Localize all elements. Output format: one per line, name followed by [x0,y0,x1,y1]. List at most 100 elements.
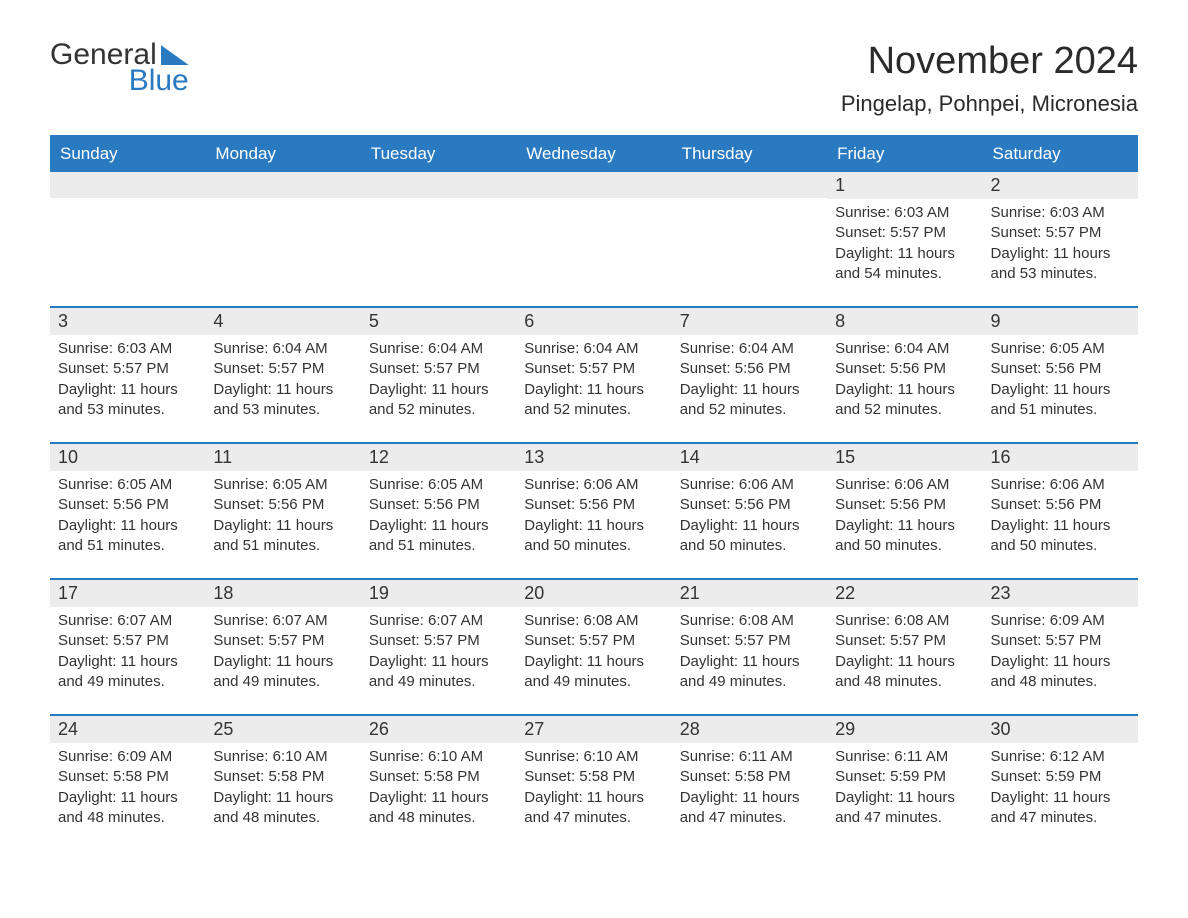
day-number [205,172,360,198]
calendar-body: 1Sunrise: 6:03 AMSunset: 5:57 PMDaylight… [50,172,1138,836]
calendar-week: 1Sunrise: 6:03 AMSunset: 5:57 PMDaylight… [50,172,1138,292]
sunrise-text: Sunrise: 6:05 AM [213,475,352,495]
header: General Blue November 2024 Pingelap, Poh… [50,40,1138,117]
day-details: Sunrise: 6:04 AMSunset: 5:56 PMDaylight:… [672,335,827,428]
sunset-text: Sunset: 5:56 PM [991,359,1130,379]
sunset-text: Sunset: 5:58 PM [58,767,197,787]
sunset-text: Sunset: 5:56 PM [58,495,197,515]
day-details: Sunrise: 6:05 AMSunset: 5:56 PMDaylight:… [205,471,360,564]
sunset-text: Sunset: 5:56 PM [680,359,819,379]
sunrise-text: Sunrise: 6:07 AM [369,611,508,631]
daylight-text: Daylight: 11 hours and 48 minutes. [835,652,974,693]
calendar-day: 23Sunrise: 6:09 AMSunset: 5:57 PMDayligh… [983,580,1138,700]
day-number: 27 [516,716,671,743]
sunrise-text: Sunrise: 6:03 AM [835,203,974,223]
logo: General Blue [50,40,189,96]
day-details: Sunrise: 6:11 AMSunset: 5:59 PMDaylight:… [827,743,982,836]
day-details: Sunrise: 6:05 AMSunset: 5:56 PMDaylight:… [361,471,516,564]
day-details: Sunrise: 6:08 AMSunset: 5:57 PMDaylight:… [516,607,671,700]
day-number: 28 [672,716,827,743]
calendar-week: 17Sunrise: 6:07 AMSunset: 5:57 PMDayligh… [50,578,1138,700]
day-details: Sunrise: 6:06 AMSunset: 5:56 PMDaylight:… [827,471,982,564]
day-details: Sunrise: 6:10 AMSunset: 5:58 PMDaylight:… [205,743,360,836]
calendar-day: 17Sunrise: 6:07 AMSunset: 5:57 PMDayligh… [50,580,205,700]
day-number [361,172,516,198]
sunset-text: Sunset: 5:58 PM [369,767,508,787]
calendar-day: 29Sunrise: 6:11 AMSunset: 5:59 PMDayligh… [827,716,982,836]
day-number: 6 [516,308,671,335]
daylight-text: Daylight: 11 hours and 53 minutes. [991,244,1130,285]
sunset-text: Sunset: 5:56 PM [213,495,352,515]
day-number: 2 [983,172,1138,199]
day-details: Sunrise: 6:11 AMSunset: 5:58 PMDaylight:… [672,743,827,836]
day-details: Sunrise: 6:10 AMSunset: 5:58 PMDaylight:… [516,743,671,836]
calendar-day: 18Sunrise: 6:07 AMSunset: 5:57 PMDayligh… [205,580,360,700]
day-number: 30 [983,716,1138,743]
sunset-text: Sunset: 5:56 PM [835,359,974,379]
weekday-header-row: SundayMondayTuesdayWednesdayThursdayFrid… [50,136,1138,172]
day-number: 25 [205,716,360,743]
day-number: 13 [516,444,671,471]
sunset-text: Sunset: 5:57 PM [369,359,508,379]
daylight-text: Daylight: 11 hours and 48 minutes. [369,788,508,829]
daylight-text: Daylight: 11 hours and 49 minutes. [524,652,663,693]
weekday-header: Tuesday [361,136,516,172]
daylight-text: Daylight: 11 hours and 47 minutes. [991,788,1130,829]
sunset-text: Sunset: 5:56 PM [991,495,1130,515]
sunset-text: Sunset: 5:57 PM [524,631,663,651]
day-details: Sunrise: 6:03 AMSunset: 5:57 PMDaylight:… [50,335,205,428]
calendar-day: 8Sunrise: 6:04 AMSunset: 5:56 PMDaylight… [827,308,982,428]
sunrise-text: Sunrise: 6:11 AM [835,747,974,767]
sunrise-text: Sunrise: 6:07 AM [213,611,352,631]
sunrise-text: Sunrise: 6:10 AM [369,747,508,767]
sunrise-text: Sunrise: 6:06 AM [680,475,819,495]
calendar-day: 12Sunrise: 6:05 AMSunset: 5:56 PMDayligh… [361,444,516,564]
day-details: Sunrise: 6:04 AMSunset: 5:57 PMDaylight:… [205,335,360,428]
day-details: Sunrise: 6:03 AMSunset: 5:57 PMDaylight:… [827,199,982,292]
sunset-text: Sunset: 5:56 PM [835,495,974,515]
calendar-week: 10Sunrise: 6:05 AMSunset: 5:56 PMDayligh… [50,442,1138,564]
day-details: Sunrise: 6:05 AMSunset: 5:56 PMDaylight:… [983,335,1138,428]
sunrise-text: Sunrise: 6:03 AM [58,339,197,359]
logo-triangle-icon [161,45,189,65]
sunset-text: Sunset: 5:57 PM [991,631,1130,651]
weekday-header: Wednesday [516,136,671,172]
daylight-text: Daylight: 11 hours and 48 minutes. [991,652,1130,693]
sunset-text: Sunset: 5:58 PM [524,767,663,787]
sunset-text: Sunset: 5:56 PM [369,495,508,515]
calendar: SundayMondayTuesdayWednesdayThursdayFrid… [50,135,1138,836]
sunrise-text: Sunrise: 6:03 AM [991,203,1130,223]
sunrise-text: Sunrise: 6:07 AM [58,611,197,631]
day-details: Sunrise: 6:06 AMSunset: 5:56 PMDaylight:… [672,471,827,564]
calendar-day: 2 Sunrise: 6:03 AMSunset: 5:57 PMDaylight… [983,172,1138,292]
calendar-day: 26Sunrise: 6:10 AMSunset: 5:58 PMDayligh… [361,716,516,836]
day-number: 20 [516,580,671,607]
sunset-text: Sunset: 5:57 PM [58,631,197,651]
calendar-day [205,172,360,292]
daylight-text: Daylight: 11 hours and 53 minutes. [58,380,197,421]
weekday-header: Monday [205,136,360,172]
day-number: 18 [205,580,360,607]
day-number: 29 [827,716,982,743]
sunset-text: Sunset: 5:57 PM [369,631,508,651]
calendar-day: 14Sunrise: 6:06 AMSunset: 5:56 PMDayligh… [672,444,827,564]
calendar-day: 6Sunrise: 6:04 AMSunset: 5:57 PMDaylight… [516,308,671,428]
sunrise-text: Sunrise: 6:10 AM [213,747,352,767]
sunrise-text: Sunrise: 6:12 AM [991,747,1130,767]
calendar-day: 19Sunrise: 6:07 AMSunset: 5:57 PMDayligh… [361,580,516,700]
daylight-text: Daylight: 11 hours and 52 minutes. [835,380,974,421]
sunset-text: Sunset: 5:58 PM [680,767,819,787]
calendar-day: 13Sunrise: 6:06 AMSunset: 5:56 PMDayligh… [516,444,671,564]
day-details: Sunrise: 6:04 AMSunset: 5:56 PMDaylight:… [827,335,982,428]
sunset-text: Sunset: 5:56 PM [524,495,663,515]
sunset-text: Sunset: 5:57 PM [991,223,1130,243]
day-number [50,172,205,198]
sunrise-text: Sunrise: 6:04 AM [835,339,974,359]
weekday-header: Thursday [672,136,827,172]
day-number: 21 [672,580,827,607]
day-number: 5 [361,308,516,335]
weekday-header: Saturday [983,136,1138,172]
weekday-header: Sunday [50,136,205,172]
calendar-day [516,172,671,292]
sunrise-text: Sunrise: 6:04 AM [213,339,352,359]
